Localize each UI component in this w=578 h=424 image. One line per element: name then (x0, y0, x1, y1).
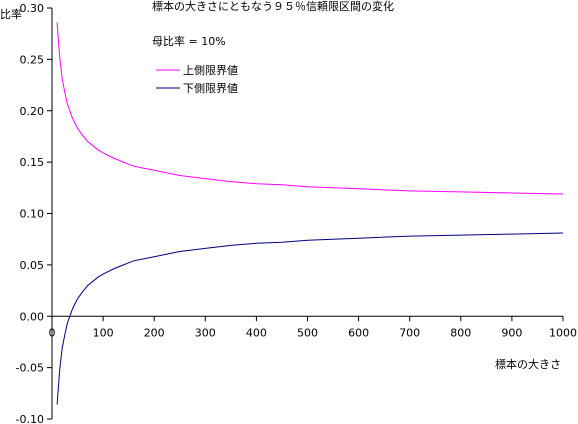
lower-limit-line (56, 232, 564, 405)
x-tick-label: 0 (49, 326, 56, 339)
y-tick-label: 0.20 (20, 105, 45, 118)
x-tick-label: 800 (450, 326, 471, 339)
y-tick-label: -0.10 (16, 413, 44, 424)
x-tick-label: 400 (246, 326, 267, 339)
y-axis-title: 比率 (0, 7, 22, 21)
x-axis-title: 標本の大きさ (495, 357, 561, 371)
y-tick-label: 0.05 (20, 259, 45, 272)
upper-limit-line (56, 22, 564, 195)
x-tick-label: 600 (348, 326, 369, 339)
legend: 上側限界値 下側限界値 (156, 64, 238, 95)
y-tick-label: 0.00 (20, 310, 45, 323)
axes: -0.10 -0.05 0.00 0.05 0.10 0.15 0.20 0.25 0.30 0 1… (16, 2, 577, 424)
x-tick-label: 100 (93, 326, 114, 339)
y-tick-label: 0.30 (20, 2, 45, 15)
legend-label-upper: 上側限界値 (183, 64, 238, 77)
x-tick-label: 700 (399, 326, 420, 339)
x-tick-label: 200 (144, 326, 165, 339)
series-layer (56, 22, 564, 405)
y-tick-label: -0.05 (16, 362, 44, 375)
y-tick-label: 0.10 (20, 208, 45, 221)
chart-title: 標本の大きさにともなう９５％信頼限区間の変化 (152, 0, 394, 13)
x-tick-label: 300 (195, 326, 216, 339)
x-tick-label: 900 (501, 326, 522, 339)
y-tick-label: 0.25 (20, 53, 45, 66)
legend-label-lower: 下側限界値 (183, 82, 238, 95)
x-tick-label: 1000 (549, 326, 577, 339)
x-tick-label: 500 (297, 326, 318, 339)
y-tick-label: 0.15 (20, 156, 45, 169)
population-ratio-note: 母比率 = 10% (152, 34, 226, 48)
